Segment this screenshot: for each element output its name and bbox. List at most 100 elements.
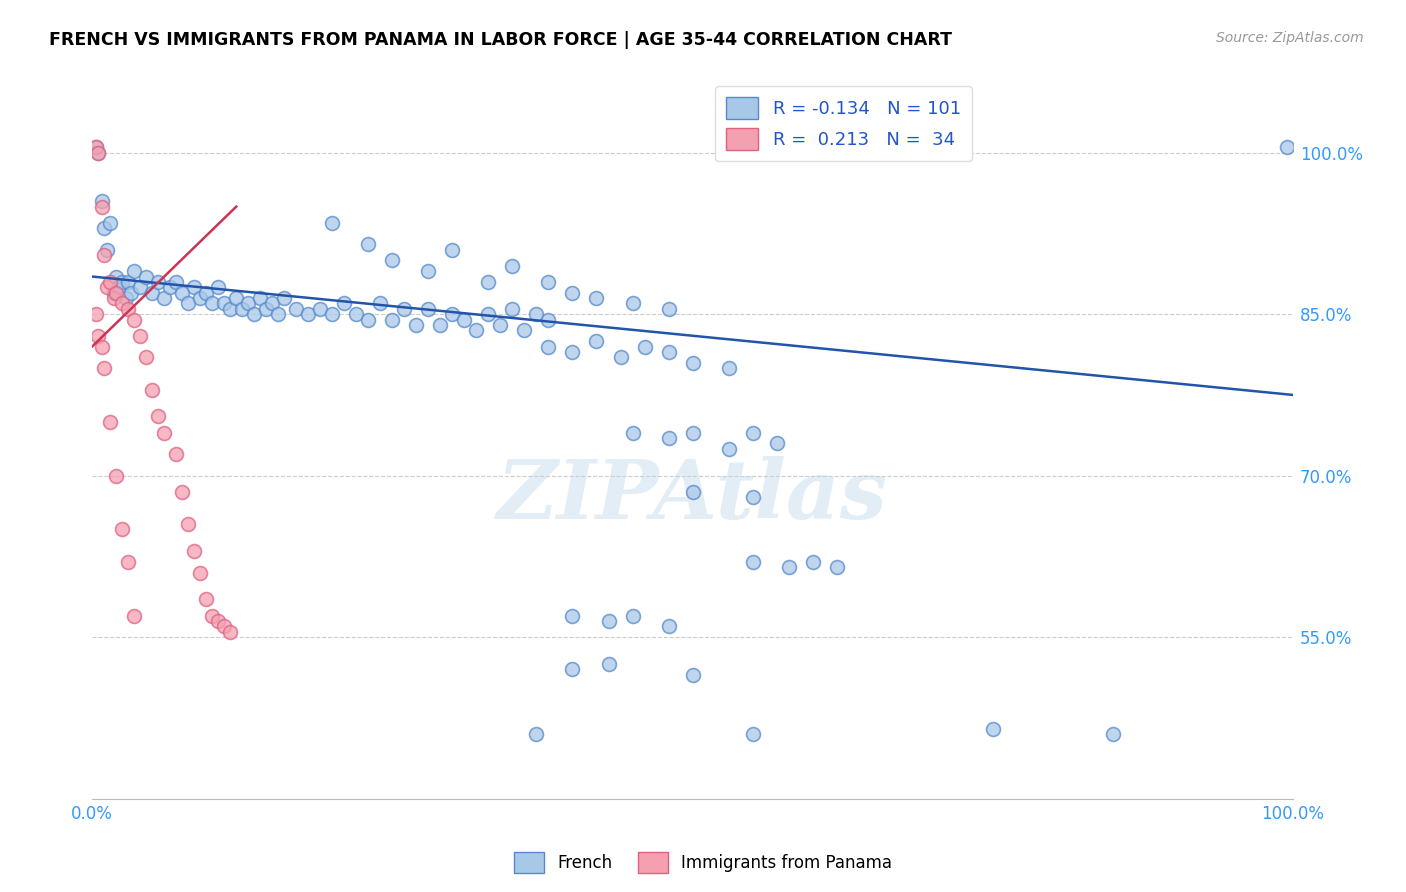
Point xyxy=(537,312,560,326)
Point xyxy=(159,280,181,294)
Point xyxy=(561,662,583,676)
Point xyxy=(537,339,560,353)
Point xyxy=(741,490,763,504)
Point xyxy=(90,194,112,209)
Point xyxy=(172,484,194,499)
Point xyxy=(598,657,620,671)
Point xyxy=(561,608,583,623)
Point xyxy=(825,560,848,574)
Point xyxy=(321,307,343,321)
Point xyxy=(394,301,416,316)
Point xyxy=(117,555,139,569)
Point xyxy=(111,523,134,537)
Point xyxy=(207,614,229,628)
Point xyxy=(219,301,242,316)
Point xyxy=(526,307,548,321)
Point xyxy=(98,216,121,230)
Point xyxy=(598,614,620,628)
Point xyxy=(96,243,118,257)
Point xyxy=(333,296,356,310)
Point xyxy=(477,307,499,321)
Point xyxy=(84,140,107,154)
Legend: R = -0.134   N = 101, R =  0.213   N =  34: R = -0.134 N = 101, R = 0.213 N = 34 xyxy=(716,87,972,161)
Point xyxy=(717,442,740,456)
Point xyxy=(188,566,211,580)
Point xyxy=(114,291,136,305)
Point xyxy=(741,425,763,440)
Point xyxy=(201,608,224,623)
Point xyxy=(657,619,679,633)
Point xyxy=(778,560,800,574)
Point xyxy=(98,415,121,429)
Point xyxy=(344,307,367,321)
Point xyxy=(195,592,218,607)
Point xyxy=(621,608,644,623)
Point xyxy=(765,436,787,450)
Point xyxy=(165,275,187,289)
Point xyxy=(249,291,271,305)
Point xyxy=(93,361,115,376)
Point xyxy=(214,296,236,310)
Point xyxy=(129,280,152,294)
Point xyxy=(238,296,260,310)
Point xyxy=(801,555,824,569)
Point xyxy=(477,275,499,289)
Point xyxy=(96,280,118,294)
Point xyxy=(657,301,679,316)
Point xyxy=(172,285,194,300)
Point xyxy=(381,312,404,326)
Point xyxy=(122,312,145,326)
Point xyxy=(297,307,319,321)
Point xyxy=(188,291,211,305)
Point xyxy=(453,312,475,326)
Point xyxy=(153,425,176,440)
Point xyxy=(1101,727,1123,741)
Point xyxy=(357,312,380,326)
Point xyxy=(609,351,631,365)
Point xyxy=(429,318,451,332)
Point xyxy=(177,296,200,310)
Point xyxy=(87,328,110,343)
Legend: French, Immigrants from Panama: French, Immigrants from Panama xyxy=(508,846,898,880)
Point xyxy=(309,301,332,316)
Point xyxy=(489,318,512,332)
Point xyxy=(717,361,740,376)
Point xyxy=(90,200,112,214)
Point xyxy=(117,275,139,289)
Point xyxy=(177,517,200,532)
Point xyxy=(513,323,536,337)
Point xyxy=(148,409,170,424)
Point xyxy=(207,280,229,294)
Point xyxy=(87,145,110,160)
Point xyxy=(501,259,523,273)
Point xyxy=(117,301,139,316)
Point xyxy=(98,275,121,289)
Point xyxy=(441,243,464,257)
Point xyxy=(561,344,583,359)
Point xyxy=(129,328,152,343)
Point xyxy=(381,253,404,268)
Point xyxy=(357,237,380,252)
Point xyxy=(682,425,704,440)
Text: ZIPAtlas: ZIPAtlas xyxy=(498,456,889,536)
Point xyxy=(285,301,308,316)
Point xyxy=(103,291,125,305)
Point xyxy=(93,248,115,262)
Point xyxy=(105,468,128,483)
Point xyxy=(501,301,523,316)
Point xyxy=(135,351,157,365)
Point xyxy=(243,307,266,321)
Point xyxy=(981,722,1004,736)
Point xyxy=(153,291,176,305)
Point xyxy=(183,280,205,294)
Point xyxy=(418,264,440,278)
Point xyxy=(120,285,142,300)
Point xyxy=(105,269,128,284)
Point xyxy=(183,544,205,558)
Point xyxy=(214,619,236,633)
Point xyxy=(741,555,763,569)
Point xyxy=(621,296,644,310)
Text: Source: ZipAtlas.com: Source: ZipAtlas.com xyxy=(1216,31,1364,45)
Point xyxy=(682,356,704,370)
Point xyxy=(219,624,242,639)
